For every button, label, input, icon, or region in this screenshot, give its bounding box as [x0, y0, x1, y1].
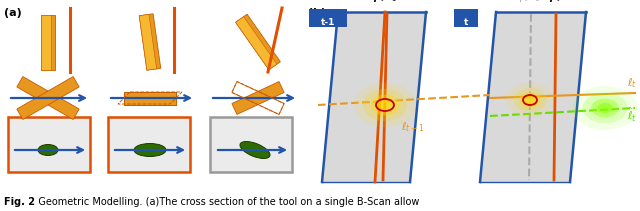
Text: Fig. 2: Fig. 2: [4, 197, 35, 207]
Ellipse shape: [524, 95, 536, 105]
Bar: [210, 117, 292, 172]
Ellipse shape: [240, 142, 270, 158]
Polygon shape: [41, 15, 55, 69]
Polygon shape: [322, 12, 426, 182]
Polygon shape: [17, 77, 79, 119]
Polygon shape: [236, 17, 277, 70]
Text: (b): (b): [308, 8, 326, 18]
Text: $\hat{\ell}_t$: $\hat{\ell}_t$: [627, 106, 637, 124]
Polygon shape: [232, 82, 284, 114]
FancyBboxPatch shape: [309, 9, 347, 27]
Ellipse shape: [134, 143, 166, 157]
Bar: [108, 117, 190, 172]
Ellipse shape: [354, 83, 416, 127]
Text: $\boldsymbol{p}_{t-1}$: $\boldsymbol{p}_{t-1}$: [373, 0, 397, 4]
Polygon shape: [124, 92, 176, 104]
Ellipse shape: [573, 86, 637, 130]
Ellipse shape: [598, 103, 612, 113]
Polygon shape: [236, 14, 280, 70]
Text: t: t: [464, 18, 468, 27]
FancyBboxPatch shape: [454, 9, 478, 27]
Ellipse shape: [582, 93, 627, 123]
Polygon shape: [41, 15, 51, 69]
Bar: [8, 117, 90, 172]
Polygon shape: [140, 14, 157, 70]
Text: Geometric Modelling. (a)The cross section of the tool on a single B-Scan allow: Geometric Modelling. (a)The cross sectio…: [29, 197, 419, 207]
Ellipse shape: [378, 99, 393, 111]
Ellipse shape: [591, 99, 619, 117]
Ellipse shape: [513, 88, 547, 112]
Ellipse shape: [38, 145, 58, 156]
Text: $\ell_{t-1}$: $\ell_{t-1}$: [401, 120, 425, 134]
Ellipse shape: [363, 89, 407, 121]
Text: t-1: t-1: [321, 18, 335, 27]
Polygon shape: [480, 12, 586, 182]
Ellipse shape: [519, 92, 541, 108]
Text: $\boldsymbol{p}_{t}$: $\boldsymbol{p}_{t}$: [549, 0, 561, 4]
Polygon shape: [17, 77, 79, 119]
Text: $\ell_t$: $\ell_t$: [627, 76, 637, 90]
Ellipse shape: [506, 83, 554, 118]
Polygon shape: [140, 14, 161, 70]
Text: (a): (a): [4, 8, 22, 18]
Text: $p_{t-1}$: $p_{t-1}$: [519, 0, 541, 4]
Ellipse shape: [371, 95, 399, 115]
